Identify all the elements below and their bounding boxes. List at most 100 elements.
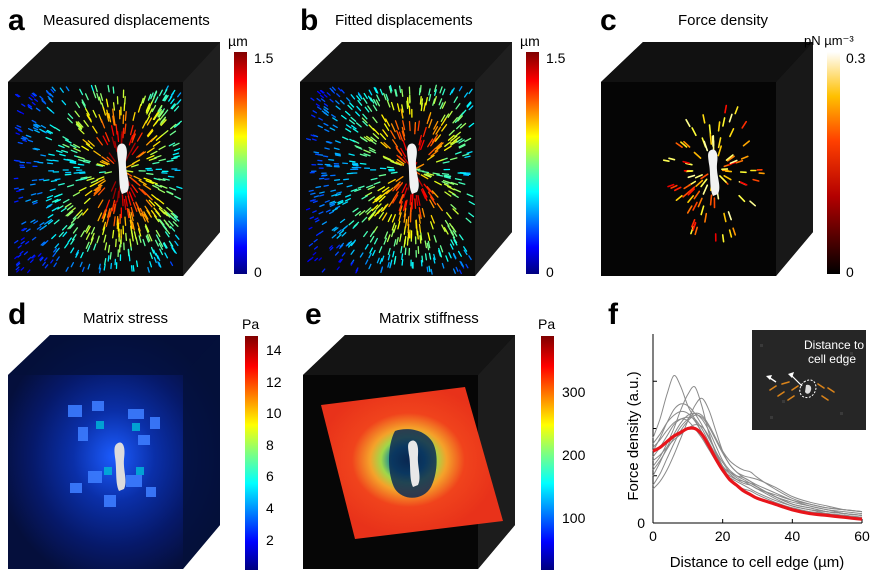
displacement-arrow xyxy=(75,123,82,131)
displacement-arrow xyxy=(668,157,676,161)
displacement-arrow xyxy=(381,114,387,123)
panel-c-arrow-field xyxy=(662,104,765,243)
displacement-arrow xyxy=(39,256,43,261)
displacement-arrow xyxy=(47,214,54,219)
displacement-arrow xyxy=(165,222,171,229)
displacement-arrow xyxy=(428,265,431,273)
displacement-arrow xyxy=(129,238,132,247)
displacement-arrow xyxy=(98,171,106,174)
displacement-arrow xyxy=(368,213,375,221)
displacement-arrow xyxy=(375,203,382,210)
displacement-arrow xyxy=(398,212,402,222)
displacement-arrow xyxy=(79,261,83,268)
displacement-arrow xyxy=(77,212,83,219)
displacement-arrow xyxy=(29,183,36,186)
displacement-arrow xyxy=(398,205,403,215)
displacement-arrow xyxy=(355,146,363,150)
displacement-arrow xyxy=(430,268,433,275)
displacement-arrow xyxy=(742,140,750,147)
displacement-arrow xyxy=(376,94,381,102)
displacement-arrow xyxy=(100,93,104,101)
displacement-arrow xyxy=(351,163,359,166)
displacement-arrow xyxy=(146,147,155,154)
displacement-arrow xyxy=(458,181,466,185)
displacement-arrow xyxy=(337,87,342,92)
displacement-arrow xyxy=(110,125,115,136)
displacement-arrow xyxy=(732,227,737,236)
displacement-arrow xyxy=(442,88,446,96)
displacement-arrow xyxy=(305,207,311,211)
displacement-arrow xyxy=(64,202,72,208)
displacement-arrow xyxy=(146,155,155,160)
displacement-arrow xyxy=(366,135,374,142)
displacement-arrow xyxy=(135,201,141,211)
displacement-arrow xyxy=(429,199,435,209)
displacement-arrow xyxy=(46,106,53,112)
displacement-arrow xyxy=(54,178,61,181)
chart-y-axis-label: Force density (a.u.) xyxy=(625,371,642,500)
displacement-arrow xyxy=(349,102,355,108)
displacement-arrow xyxy=(169,225,176,232)
displacement-arrow xyxy=(101,156,110,163)
displacement-arrow xyxy=(138,235,142,243)
displacement-arrow xyxy=(341,114,347,120)
displacement-arrow xyxy=(72,191,80,197)
displacement-arrow xyxy=(319,204,325,208)
displacement-arrow xyxy=(84,93,89,101)
displacement-arrow xyxy=(104,242,108,251)
displacement-arrow xyxy=(307,258,312,263)
displacement-arrow xyxy=(392,191,399,200)
chart-series-line xyxy=(652,412,863,513)
displacement-arrow xyxy=(355,111,361,117)
chart-x-axis-label: Distance to cell edge (µm) xyxy=(670,554,845,571)
displacement-arrow xyxy=(55,150,63,154)
displacement-arrow xyxy=(73,147,81,152)
displacement-arrow xyxy=(373,98,378,106)
displacement-arrow xyxy=(158,110,164,118)
displacement-arrow xyxy=(383,92,387,101)
displacement-arrow xyxy=(407,223,410,234)
displacement-arrow xyxy=(702,114,706,124)
displacement-arrow xyxy=(426,154,435,161)
displacement-arrow xyxy=(157,188,166,194)
displacement-arrow xyxy=(87,140,95,147)
displacement-arrow xyxy=(368,196,376,202)
displacement-arrow xyxy=(359,162,367,165)
displacement-arrow xyxy=(749,200,756,207)
displacement-arrow xyxy=(367,105,373,112)
displacement-arrow xyxy=(724,104,728,114)
displacement-arrow xyxy=(337,201,344,205)
displacement-arrow xyxy=(18,129,23,133)
displacement-arrow xyxy=(430,150,439,157)
displacement-arrow xyxy=(386,234,391,243)
displacement-arrow xyxy=(443,175,451,178)
displacement-arrow xyxy=(131,129,136,140)
displacement-arrow xyxy=(435,126,442,135)
displacement-arrow xyxy=(451,87,455,94)
displacement-arrow xyxy=(47,91,52,97)
displacement-arrow xyxy=(155,229,161,238)
displacement-arrow xyxy=(81,99,86,106)
displacement-arrow xyxy=(143,211,149,220)
displacement-arrow xyxy=(80,251,84,259)
displacement-arrow xyxy=(319,94,324,99)
displacement-arrow xyxy=(174,195,182,200)
panel-b-colorbar xyxy=(526,52,539,274)
displacement-arrow xyxy=(146,128,154,137)
displacement-arrow xyxy=(367,95,373,102)
displacement-arrow xyxy=(32,201,38,205)
displacement-arrow xyxy=(80,176,88,179)
displacement-arrow xyxy=(112,229,115,239)
displacement-arrow xyxy=(329,246,334,251)
displacement-arrow xyxy=(67,223,73,230)
displacement-arrow xyxy=(390,123,396,133)
displacement-arrow xyxy=(174,234,180,240)
displacement-arrow xyxy=(348,220,355,226)
displacement-arrow xyxy=(54,126,61,132)
displacement-arrow xyxy=(16,124,22,128)
displacement-arrow xyxy=(83,197,91,205)
displacement-arrow xyxy=(138,187,147,196)
displacement-arrow xyxy=(136,222,141,232)
displacement-arrow xyxy=(351,162,359,165)
displacement-arrow xyxy=(439,245,444,253)
